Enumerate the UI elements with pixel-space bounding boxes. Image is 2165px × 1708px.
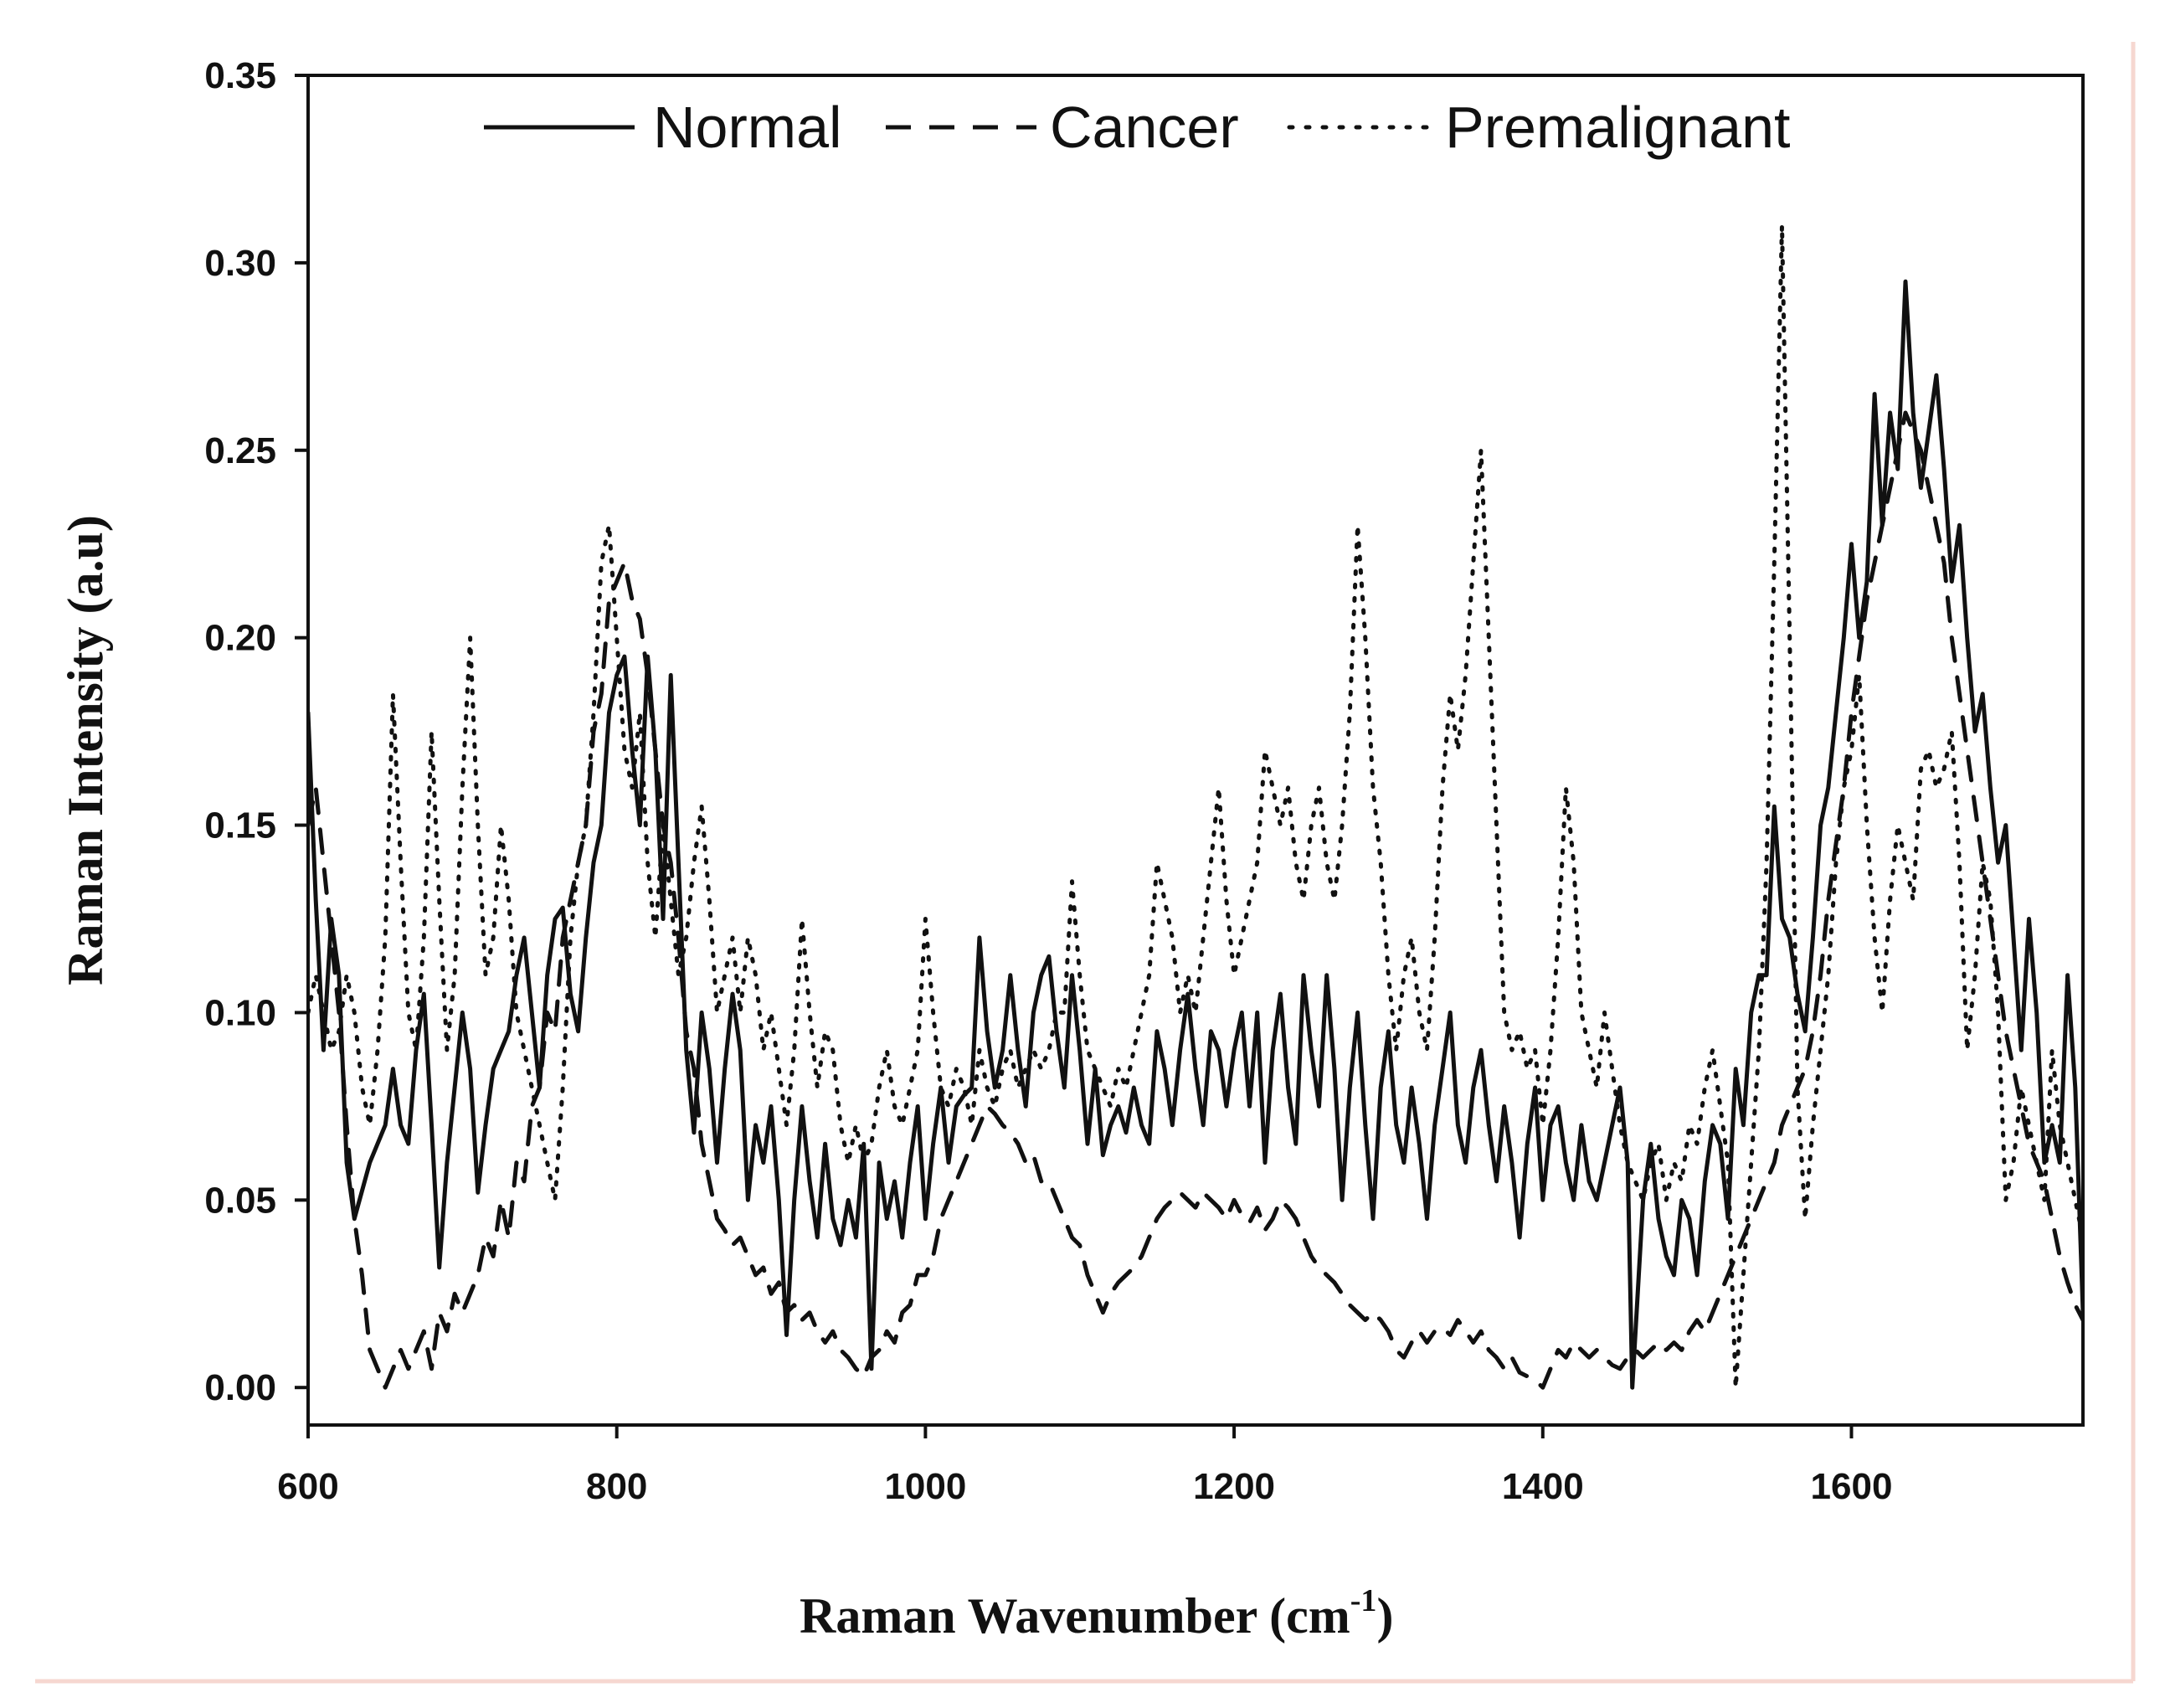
series-line-normal (308, 279, 2083, 1390)
y-tick-label: 0.15 (204, 805, 276, 846)
legend-label-premalignant: Premalignant (1445, 95, 1790, 160)
y-tick-label: 0.30 (204, 243, 276, 284)
legend-label-cancer: Cancer (1050, 95, 1239, 160)
x-axis-title-main: Raman Wavenumber (cm (800, 1588, 1350, 1644)
x-tick-label: 600 (277, 1466, 338, 1507)
y-tick-label: 0.20 (204, 618, 276, 659)
y-tick-label: 0.05 (204, 1180, 276, 1221)
x-tick-label: 1000 (884, 1466, 966, 1507)
x-tick-label: 800 (586, 1466, 647, 1507)
x-tick-label: 1200 (1193, 1466, 1275, 1507)
legend: Normal Cancer Premalignant (484, 95, 1790, 160)
x-tick-label: 1400 (1502, 1466, 1584, 1507)
legend-label-normal: Normal (653, 95, 842, 160)
y-tick-label: 0.25 (204, 430, 276, 471)
series-line-premalignant (308, 223, 2083, 1390)
y-tick-label: 0.35 (204, 55, 276, 96)
x-axis-title-superscript: -1 (1350, 1583, 1377, 1618)
y-axis-title: Raman Intensity (a.u) (58, 515, 113, 985)
y-tick-label: 0.00 (204, 1367, 276, 1408)
x-tick-label: 1600 (1811, 1466, 1893, 1507)
y-tick-label: 0.10 (204, 992, 276, 1033)
plot-area-frame (306, 74, 2085, 1427)
x-axis-title: Raman Wavenumber (cm-1) (800, 1583, 1393, 1644)
x-axis-title-suffix: ) (1376, 1588, 1393, 1644)
